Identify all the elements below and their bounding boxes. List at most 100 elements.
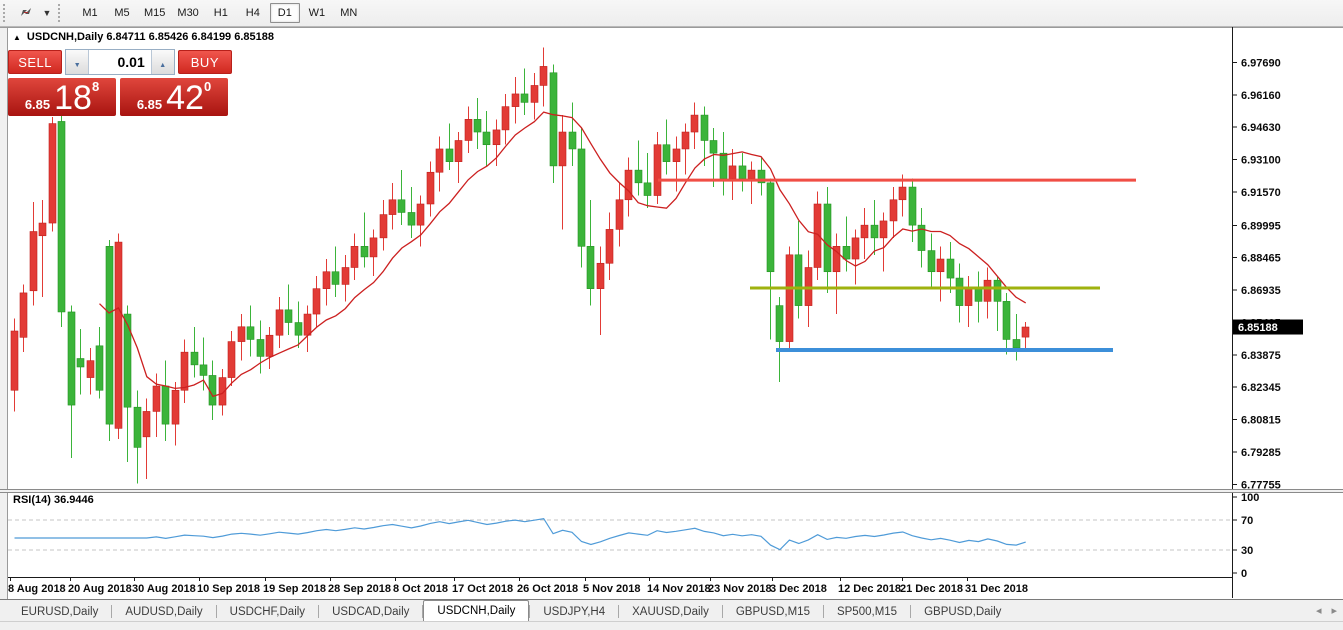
svg-text:31 Dec 2018: 31 Dec 2018 — [965, 583, 1028, 595]
tab-separator — [910, 605, 912, 618]
chart-tabbar: EURUSD,Daily AUDUSD,Daily USDCHF,Daily USDC… — [0, 599, 1343, 622]
timeframe-button-m30[interactable]: M30 — [172, 3, 203, 23]
volume-spinner: ▼ 0.01 ▲ — [65, 49, 175, 75]
timeframe-button-mn[interactable]: MN — [334, 3, 364, 23]
bid-price-big: 18 — [54, 79, 92, 117]
chart-tab-gbpusd-m15[interactable]: GBPUSD,M15 — [735, 606, 810, 618]
chart-tab-gbpusd-daily[interactable]: GBPUSD,Daily — [924, 606, 1002, 618]
svg-text:6.80815: 6.80815 — [1241, 415, 1281, 427]
tab-separator — [618, 605, 620, 618]
svg-text:20 Aug 2018: 20 Aug 2018 — [68, 583, 132, 595]
buy-button[interactable]: BUY — [177, 50, 233, 74]
ask-price-box[interactable]: 6.85 42 0 — [120, 78, 228, 116]
volume-increase-button[interactable]: ▲ — [150, 50, 174, 74]
chart-window: 6.97690 6.96160 6.94630 6.93100 6.91570 6.899… — [0, 27, 1343, 599]
svg-text:6.86935: 6.86935 — [1241, 285, 1281, 297]
svg-text:17 Oct 2018: 17 Oct 2018 — [452, 583, 513, 595]
moving-average-line[interactable] — [99, 111, 1027, 398]
svg-text:6.97690: 6.97690 — [1241, 57, 1281, 69]
chart-tab-audusd-daily[interactable]: AUDUSD,Daily — [125, 606, 203, 618]
chart-tab-usdcnh-daily[interactable]: USDCNH,Daily — [423, 600, 530, 622]
tab-separator — [215, 605, 217, 618]
timeframe-button-h4[interactable]: H4 — [238, 3, 268, 23]
timeframe-toolbar: M1 M5 M15 M30 H1 H4 D1 W1 MN — [74, 3, 365, 23]
volume-decrease-button[interactable]: ▼ — [66, 50, 90, 74]
chart-tab-usdchf-daily[interactable]: USDCHF,Daily — [229, 606, 306, 618]
bid-price-small: 6.85 — [24, 97, 51, 112]
toolbar-dropdown-caret-icon[interactable]: ▼ — [39, 2, 55, 24]
chart-title: ▲ USDCNH,Daily 6.84711 6.85426 6.84199 6… — [13, 31, 274, 43]
svg-text:6.94630: 6.94630 — [1241, 122, 1281, 134]
tab-separator — [111, 605, 113, 618]
toolbar-grip-2[interactable] — [58, 4, 65, 22]
tab-separator — [318, 605, 320, 618]
ask-price-sup: 0 — [203, 79, 212, 94]
timeframe-button-w1[interactable]: W1 — [302, 3, 332, 23]
top-toolbar: ▼ M1 M5 M15 M30 H1 H4 D1 W1 MN — [0, 0, 1343, 27]
current-price-tag: 6.85188 — [1233, 319, 1303, 335]
tabs-scroll-left-icon[interactable]: ◂ — [1315, 605, 1322, 617]
collapse-triangle-icon[interactable]: ▲ — [13, 32, 21, 42]
svg-text:8 Aug 2018: 8 Aug 2018 — [8, 583, 66, 595]
timeframe-button-m5[interactable]: M5 — [107, 3, 137, 23]
chart-shift-button[interactable] — [13, 2, 39, 24]
price-chart-canvas[interactable]: 6.97690 6.96160 6.94630 6.93100 6.91570 6.899… — [0, 27, 1343, 599]
price-axis[interactable]: 6.97690 6.96160 6.94630 6.93100 6.91570 6.899… — [1232, 27, 1281, 598]
svg-text:21 Dec 2018: 21 Dec 2018 — [900, 583, 963, 595]
svg-text:6.91570: 6.91570 — [1241, 187, 1281, 199]
svg-text:30: 30 — [1241, 545, 1253, 557]
chart-title-text: USDCNH,Daily 6.84711 6.85426 6.84199 6.8… — [26, 31, 274, 43]
tab-separator — [422, 605, 424, 618]
svg-text:19 Sep 2018: 19 Sep 2018 — [263, 583, 326, 595]
chart-tab-usdcad-daily[interactable]: USDCAD,Daily — [332, 606, 410, 618]
svg-text:8 Oct 2018: 8 Oct 2018 — [393, 583, 448, 595]
timeframe-button-m1[interactable]: M1 — [75, 3, 105, 23]
sell-button[interactable]: SELL — [8, 50, 63, 74]
double-arrow-icon — [17, 4, 35, 23]
volume-input[interactable]: 0.01 — [89, 50, 151, 74]
tab-separator — [721, 605, 723, 618]
rsi-line — [14, 517, 1026, 551]
status-strip — [0, 621, 1343, 630]
tab-scroll-arrows: ◂ ▸ — [1316, 604, 1337, 617]
chart-tab-xauusd-daily[interactable]: XAUUSD,Daily — [632, 606, 709, 618]
chart-tab-sp500-m15[interactable]: SP500,M15 — [836, 606, 898, 618]
tabs-scroll-right-icon[interactable]: ▸ — [1331, 605, 1337, 617]
ask-price-big: 42 — [166, 79, 204, 117]
chart-tab-usdjpy-h4[interactable]: USDJPY,H4 — [543, 606, 606, 618]
svg-text:6.79285: 6.79285 — [1241, 447, 1281, 459]
svg-text:26 Oct 2018: 26 Oct 2018 — [517, 583, 578, 595]
ask-price-small: 6.85 — [136, 97, 163, 112]
rsi-indicator-label: RSI(14) 36.9446 — [13, 494, 94, 506]
triangle-up-icon: ▲ — [159, 61, 167, 69]
svg-text:6.89995: 6.89995 — [1241, 220, 1281, 232]
svg-text:6.88465: 6.88465 — [1241, 253, 1281, 265]
svg-text:23 Nov 2018: 23 Nov 2018 — [708, 583, 772, 595]
tab-separator — [822, 605, 824, 618]
subwindow-splitter[interactable] — [0, 489, 1343, 493]
bid-price-box[interactable]: 6.85 18 8 — [8, 78, 116, 116]
svg-text:12 Dec 2018: 12 Dec 2018 — [838, 583, 901, 595]
svg-text:6.82345: 6.82345 — [1241, 382, 1281, 394]
rsi-subwindow[interactable]: 100 70 30 0 — [8, 492, 1259, 580]
svg-text:6.85188: 6.85188 — [1238, 322, 1278, 334]
svg-text:100: 100 — [1241, 492, 1259, 504]
toolbar-grip[interactable] — [3, 4, 10, 22]
bid-price-sup: 8 — [91, 79, 100, 94]
triangle-down-icon: ▼ — [73, 61, 81, 69]
one-click-trading-widget: SELL ▼ 0.01 ▲ BUY 6.85 18 8 6.85 42 0 — [8, 49, 233, 116]
timeframe-button-m15[interactable]: M15 — [139, 3, 170, 23]
timeframe-button-h1[interactable]: H1 — [206, 3, 236, 23]
svg-text:14 Nov 2018: 14 Nov 2018 — [647, 583, 711, 595]
svg-text:6.96160: 6.96160 — [1241, 90, 1281, 102]
time-axis[interactable]: 8 Aug 2018 20 Aug 2018 30 Aug 2018 10 Sep 2… — [8, 577, 1232, 595]
candlestick-series[interactable] — [10, 47, 1030, 484]
svg-text:3 Dec 2018: 3 Dec 2018 — [770, 583, 827, 595]
svg-text:6.77755: 6.77755 — [1241, 479, 1281, 491]
svg-text:5 Nov 2018: 5 Nov 2018 — [583, 583, 640, 595]
timeframe-button-d1[interactable]: D1 — [269, 3, 300, 23]
tab-separator — [529, 605, 531, 618]
chart-tabs: EURUSD,Daily AUDUSD,Daily USDCHF,Daily USDC… — [8, 600, 1014, 622]
svg-text:10 Sep 2018: 10 Sep 2018 — [197, 583, 260, 595]
chart-tab-eurusd-daily[interactable]: EURUSD,Daily — [21, 606, 99, 618]
